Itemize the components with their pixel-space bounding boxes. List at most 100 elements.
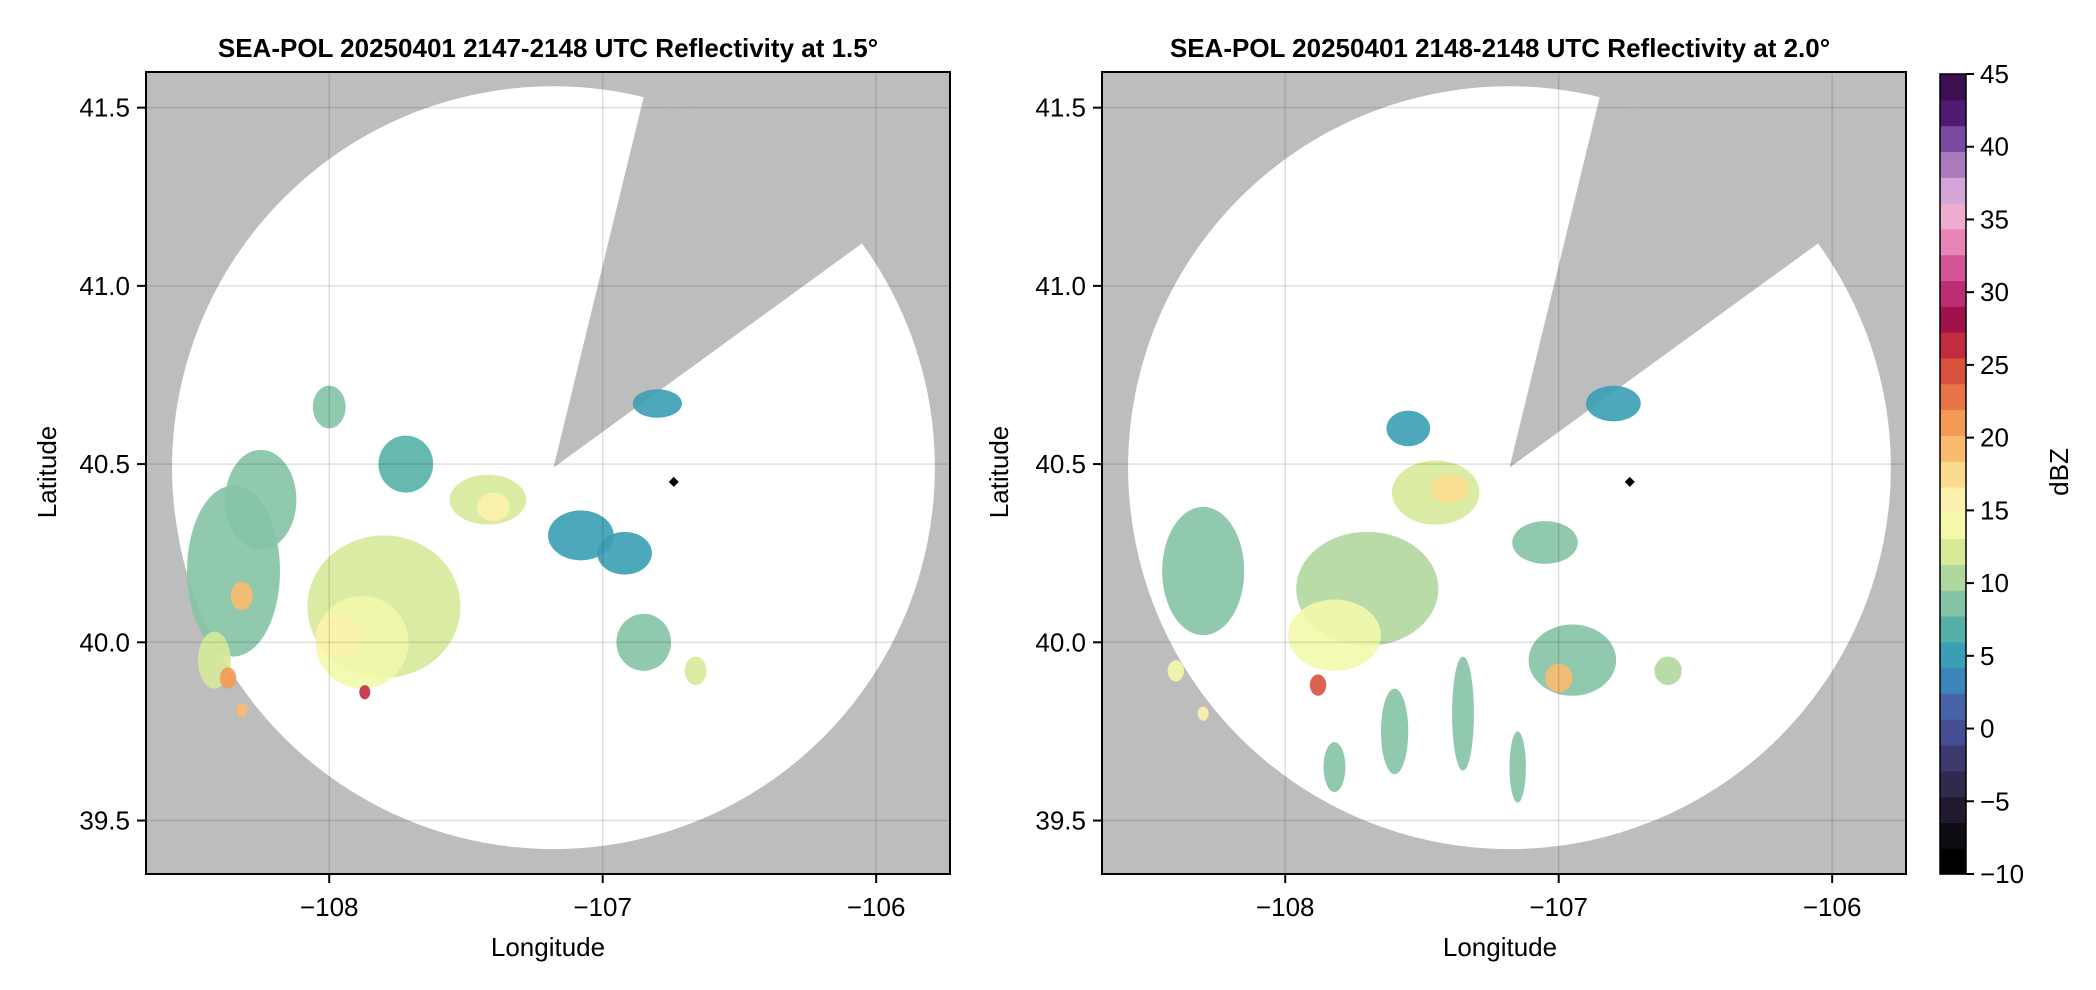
- x-tick-label: −107: [1529, 892, 1588, 922]
- site-marker: [1624, 476, 1635, 487]
- colorbar-tick-label: 20: [1980, 423, 2009, 453]
- colorbar-segment: [1940, 357, 1966, 385]
- colorbar-tick-label: 45: [1980, 59, 2009, 89]
- echo-cell: [632, 389, 682, 418]
- colorbar-segment: [1940, 125, 1966, 153]
- colorbar-tick-label: 25: [1980, 350, 2009, 380]
- colorbar-tick-label: 5: [1980, 641, 1994, 671]
- colorbar-segment: [1940, 228, 1966, 256]
- colorbar-tick-label: −10: [1980, 859, 2024, 889]
- colorbar-segment: [1940, 280, 1966, 307]
- colorbar-tick-label: 10: [1980, 568, 2009, 598]
- y-tick-label: 40.5: [1035, 449, 1086, 479]
- echo-cell: [219, 667, 237, 689]
- echo-cell: [359, 685, 371, 700]
- y-tick-label: 40.0: [79, 627, 130, 657]
- echo-cell: [1287, 599, 1381, 671]
- colorbar-frame: [1939, 73, 1967, 875]
- y-tick-label: 39.5: [79, 806, 130, 836]
- x-tick-label: −108: [300, 892, 359, 922]
- colorbar-segment: [1940, 203, 1966, 230]
- colorbar-segment: [1940, 409, 1966, 436]
- colorbar-segment: [1940, 538, 1966, 565]
- colorbar-segment: [1940, 796, 1966, 823]
- colorbar-segment: [1940, 254, 1966, 282]
- colorbar-segment: [1940, 770, 1966, 798]
- colorbar-segment: [1940, 667, 1966, 694]
- colorbar-segment: [1940, 332, 1966, 359]
- y-tick-label: 40.0: [1035, 627, 1086, 657]
- echo-cell: [597, 531, 652, 575]
- colorbar-segment: [1940, 177, 1966, 204]
- echo-cell: [1197, 706, 1209, 721]
- echo-cell: [1386, 410, 1431, 447]
- echo-cell: [1167, 660, 1185, 682]
- colorbar-segment: [1940, 486, 1966, 514]
- colorbar-segment: [1940, 99, 1966, 127]
- y-tick-label: 39.5: [1035, 806, 1086, 836]
- colorbar-segment: [1940, 512, 1966, 540]
- echo-cell: [236, 702, 248, 718]
- echo-cell: [1430, 474, 1469, 504]
- colorbar-segment: [1940, 151, 1966, 178]
- colorbar-segment: [1940, 383, 1966, 411]
- y-tick-label: 40.5: [79, 449, 130, 479]
- colorbar-segment: [1940, 719, 1966, 746]
- echo-cell: [1380, 688, 1409, 775]
- panel-left: SEA-POL 20250401 2147-2148 UTC Reflectiv…: [32, 33, 951, 962]
- echo-cell: [1545, 663, 1573, 693]
- colorbar-segment: [1940, 744, 1966, 772]
- x-tick-label: −107: [573, 892, 632, 922]
- echo-cell: [548, 510, 614, 561]
- y-tick-label: 41.0: [79, 271, 130, 301]
- colorbar-segment: [1940, 564, 1966, 591]
- echo-cell: [1528, 624, 1617, 696]
- colorbar-tick-label: 35: [1980, 204, 2009, 234]
- colorbar-segment: [1940, 461, 1966, 488]
- x-tick-label: −106: [1803, 892, 1862, 922]
- echo-cell: [1586, 385, 1641, 422]
- echo-cell: [315, 613, 360, 657]
- colorbar-tick-label: 0: [1980, 714, 1994, 744]
- y-tick-label: 41.5: [1035, 93, 1086, 123]
- site-marker: [668, 476, 679, 487]
- colorbar-segment: [1940, 590, 1966, 617]
- colorbar-tick-label: 40: [1980, 132, 2009, 162]
- echo-cell: [684, 656, 707, 686]
- echo-cell: [225, 449, 297, 550]
- echo-cell: [1162, 506, 1245, 636]
- x-tick-label: −108: [1256, 892, 1315, 922]
- y-axis-label: Latitude: [984, 426, 1014, 519]
- axes-frame: [1101, 71, 1907, 875]
- echo-cell: [1512, 521, 1578, 564]
- echo-cell: [378, 435, 434, 493]
- echo-cell: [1323, 742, 1346, 793]
- colorbar-tick-label: −5: [1980, 786, 2010, 816]
- blocked-sector: [553, 96, 863, 468]
- colorbar: dBZ −10 −5 0 5 10 15 20 25 30 35 40 45: [1939, 59, 2074, 889]
- y-tick-label: 41.5: [79, 93, 130, 123]
- chart-title: SEA-POL 20250401 2147-2148 UTC Reflectiv…: [218, 33, 878, 63]
- blocked-sector: [1509, 96, 1819, 468]
- x-axis-label: Longitude: [491, 932, 605, 962]
- colorbar-label: dBZ: [2044, 448, 2074, 496]
- colorbar-segment: [1940, 693, 1966, 720]
- axes-frame: [145, 71, 951, 875]
- echo-cell: [1452, 656, 1474, 771]
- panel-right: SEA-POL 20250401 2148-2148 UTC Reflectiv…: [984, 33, 1907, 962]
- echo-cell: [1509, 731, 1526, 803]
- colorbar-tick-label: 30: [1980, 277, 2009, 307]
- colorbar-segment: [1940, 822, 1966, 849]
- chart-title: SEA-POL 20250401 2148-2148 UTC Reflectiv…: [1170, 33, 1830, 63]
- echo-cell: [476, 492, 510, 522]
- echo-cell: [230, 581, 253, 611]
- y-tick-label: 41.0: [1035, 271, 1086, 301]
- colorbar-segment: [1940, 74, 1966, 101]
- x-axis-label: Longitude: [1443, 932, 1557, 962]
- echo-cell: [312, 385, 346, 429]
- colorbar-segment: [1940, 615, 1966, 643]
- colorbar-segment: [1940, 848, 1966, 875]
- y-axis-label: Latitude: [32, 426, 62, 519]
- colorbar-tick-label: 15: [1980, 495, 2009, 525]
